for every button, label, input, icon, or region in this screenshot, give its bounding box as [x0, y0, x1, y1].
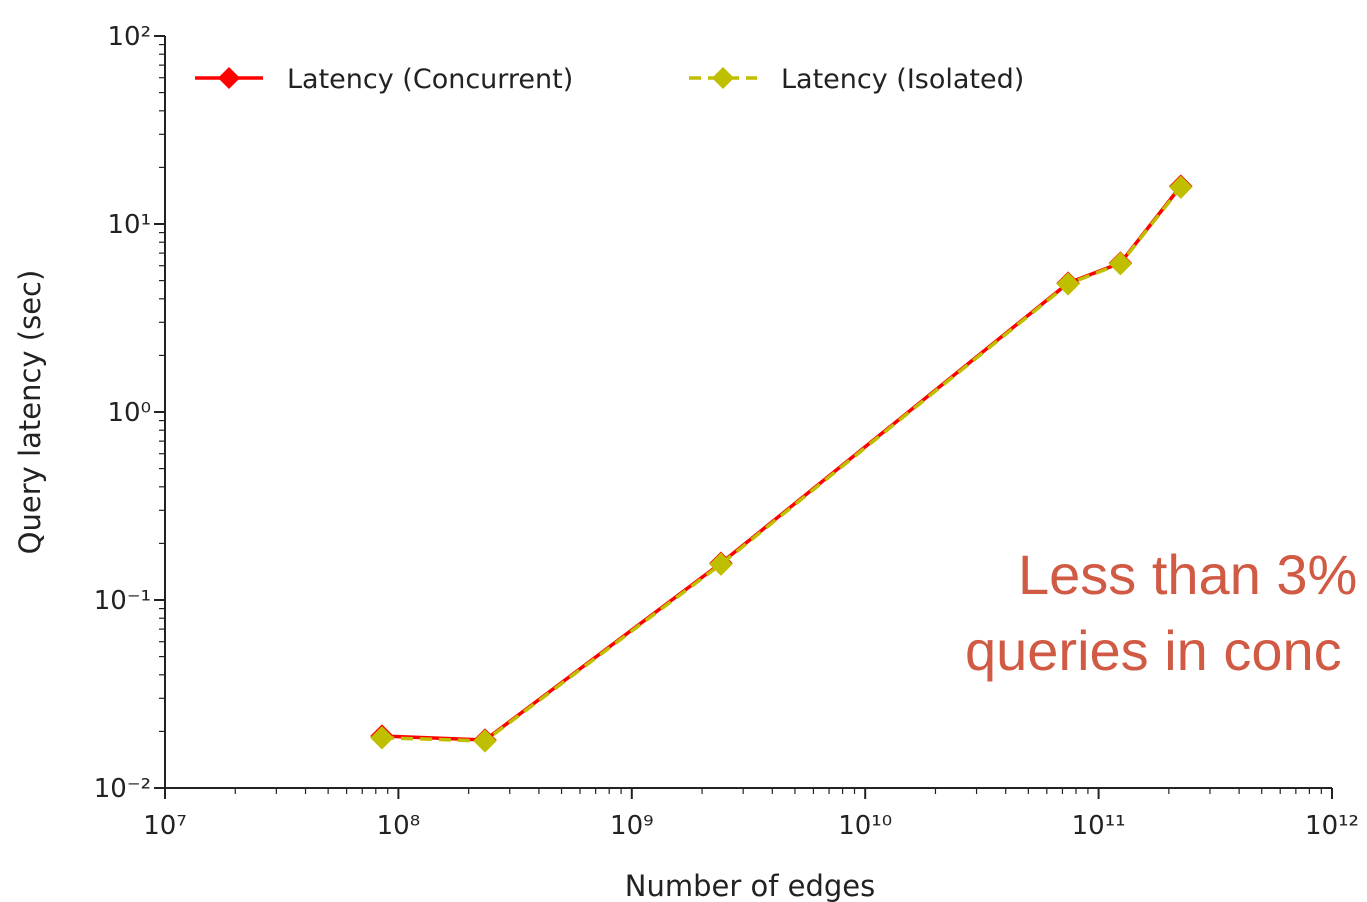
x-tick-label: 10⁹	[610, 811, 654, 841]
legend-marker	[218, 67, 240, 89]
marker	[1169, 175, 1193, 199]
x-tick-label: 10¹⁰	[838, 811, 892, 841]
y-tick-label: 10⁻²	[94, 774, 151, 804]
x-tick-label: 10⁷	[143, 811, 187, 841]
y-tick-label: 10⁰	[107, 398, 151, 428]
annotation: Less than 3%	[1018, 543, 1357, 606]
x-tick-label: 10¹²	[1305, 811, 1359, 841]
legend-label: Latency (Isolated)	[781, 64, 1024, 95]
x-axis-label: Number of edges	[625, 869, 876, 902]
x-tick-label: 10¹¹	[1072, 811, 1126, 841]
marker	[1056, 272, 1080, 296]
y-tick-label: 10¹	[107, 210, 151, 240]
legend-label: Latency (Concurrent)	[287, 64, 573, 95]
annotation: queries in conc	[965, 619, 1342, 682]
legend-marker	[712, 67, 734, 89]
marker	[1108, 251, 1133, 276]
y-axis-label: Query latency (sec)	[13, 270, 47, 555]
y-tick-label: 10²	[107, 22, 151, 52]
marker	[473, 729, 497, 753]
y-tick-label: 10⁻¹	[94, 586, 151, 616]
marker	[709, 552, 733, 576]
marker	[370, 726, 394, 750]
x-tick-label: 10⁸	[377, 811, 421, 841]
series-line	[381, 186, 1183, 743]
